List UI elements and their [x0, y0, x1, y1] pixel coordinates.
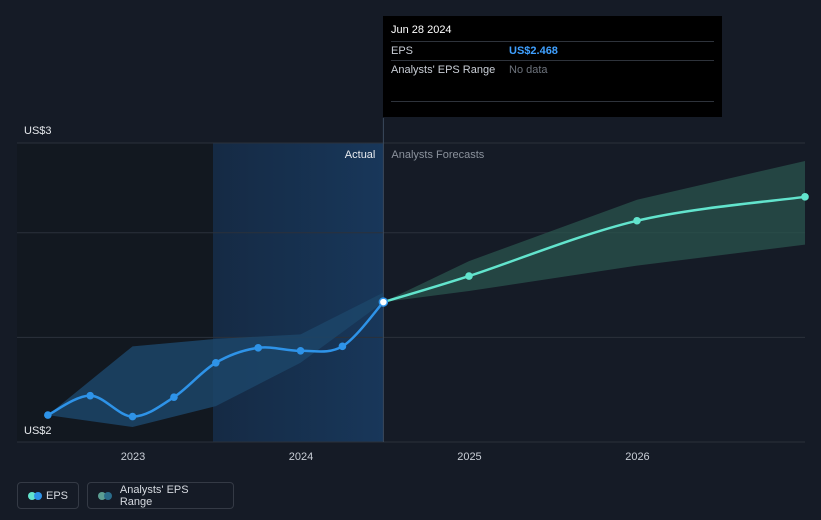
x-tick-label: 2023	[121, 451, 145, 463]
tooltip-eps-row: EPS US$2.468	[391, 41, 714, 60]
y-tick-label: US$2	[24, 425, 52, 437]
actual-eps-point	[254, 344, 262, 352]
y-tick-label: US$3	[24, 125, 52, 137]
actual-eps-point	[44, 411, 52, 419]
actual-eps-point	[378, 297, 389, 307]
hover-tooltip: Jun 28 2024 EPS US$2.468 Analysts' EPS R…	[383, 16, 722, 117]
x-tick-label: 2025	[457, 451, 481, 463]
forecast-eps-range-band	[383, 160, 805, 303]
legend-range-label: Analysts' EPS Range	[119, 483, 189, 508]
tooltip-range-label: Analysts' EPS Range	[391, 64, 496, 76]
tooltip-eps-value: US$2.468	[509, 45, 558, 57]
tooltip-eps-label: EPS	[391, 45, 414, 57]
forecast-eps-line	[383, 195, 806, 304]
eps-legend-icon	[28, 491, 42, 500]
tooltip-range-row: Analysts' EPS Range No data	[391, 60, 714, 102]
legend-eps-label: EPS	[45, 489, 68, 502]
actual-eps-point	[86, 391, 94, 400]
tooltip-range-value: No data	[509, 64, 548, 76]
actual-eps-point	[128, 412, 137, 421]
actual-eps-point	[212, 358, 220, 367]
actual-eps-point	[296, 347, 305, 355]
legend-item-range[interactable]: Analysts' EPS Range	[87, 482, 234, 509]
actual-eps-point	[338, 342, 347, 351]
x-tick-label: 2026	[625, 451, 649, 463]
actual-period-highlight	[213, 143, 384, 442]
forecast-eps-point	[633, 216, 641, 225]
x-tick-label: 2024	[289, 451, 313, 463]
forecast-eps-point	[465, 272, 473, 280]
forecast-section-label: Analysts Forecasts	[391, 149, 484, 161]
actual-section-label: Actual	[345, 149, 376, 161]
actual-eps-point	[170, 393, 178, 401]
legend-item-eps[interactable]: EPS	[17, 482, 79, 509]
range-legend-icon	[98, 491, 112, 500]
forecast-eps-point	[801, 193, 809, 201]
tooltip-date: Jun 28 2024	[391, 24, 452, 36]
